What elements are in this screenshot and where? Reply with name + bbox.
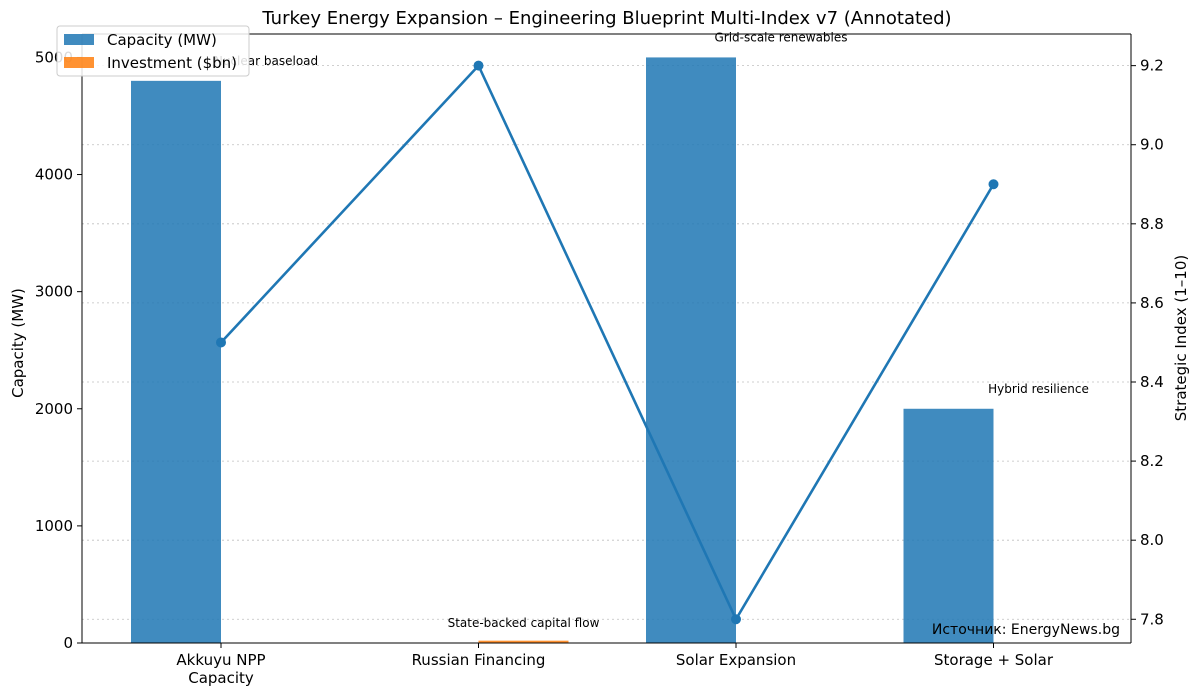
y2-tick-label: 8.4 xyxy=(1140,373,1164,391)
y-axis-title: Capacity (MW) xyxy=(9,288,27,398)
strategic-index-line xyxy=(220,63,995,623)
annotation-label: Hybrid resilience xyxy=(988,382,1089,396)
legend-swatch xyxy=(64,57,94,68)
y-tick-label: 3000 xyxy=(35,283,73,301)
x-tick-label: Storage + Solar xyxy=(934,651,1054,669)
x-tick-label: Akkuyu NPP Capacity xyxy=(176,651,265,687)
y2-tick-label: 8.6 xyxy=(1140,294,1164,312)
source-note: Источник: EnergyNews.bg xyxy=(932,622,1120,638)
bars-layer xyxy=(131,57,994,644)
bar-investment xyxy=(478,640,569,643)
strategic-index-point xyxy=(216,337,226,348)
y2-tick-label: 9.0 xyxy=(1140,136,1164,154)
strategic-index-point xyxy=(731,614,741,625)
legend-label: Investment ($bn) xyxy=(107,54,237,72)
y-tick-label: 0 xyxy=(63,634,73,652)
y2-axis-title: Strategic Index (1–10) xyxy=(1172,255,1190,421)
y2-tick-label: 8.0 xyxy=(1140,531,1164,549)
strategic-index-point xyxy=(988,179,999,190)
y-tick-label: 2000 xyxy=(35,400,73,418)
y2-tick-label: 8.8 xyxy=(1140,215,1164,233)
bar-capacity xyxy=(903,408,994,643)
chart-title: Turkey Energy Expansion – Engineering Bl… xyxy=(261,8,951,29)
annotation-label: State-backed capital flow xyxy=(448,616,600,630)
y-tick-label: 4000 xyxy=(35,166,73,184)
legend-label: Capacity (MW) xyxy=(107,31,217,49)
y2-tick-label: 8.2 xyxy=(1140,452,1164,470)
y-tick-label: 1000 xyxy=(35,517,73,535)
x-tick-label: Solar Expansion xyxy=(676,651,796,669)
axes-layer: 0100020003000400050007.88.08.28.48.68.89… xyxy=(35,33,1164,687)
line-layer xyxy=(216,60,999,625)
annotation-label: Grid-scale renewables xyxy=(714,30,847,44)
strategic-index-point xyxy=(473,60,484,71)
bar-capacity xyxy=(646,57,736,643)
y2-tick-label: 7.8 xyxy=(1140,610,1164,628)
y2-tick-label: 9.2 xyxy=(1140,57,1164,75)
legend: Capacity (MW) Investment ($bn) xyxy=(56,25,250,77)
legend-swatch xyxy=(64,34,94,45)
bar-capacity xyxy=(131,80,221,644)
legend-box xyxy=(56,25,250,77)
x-tick-label: Russian Financing xyxy=(412,651,546,669)
